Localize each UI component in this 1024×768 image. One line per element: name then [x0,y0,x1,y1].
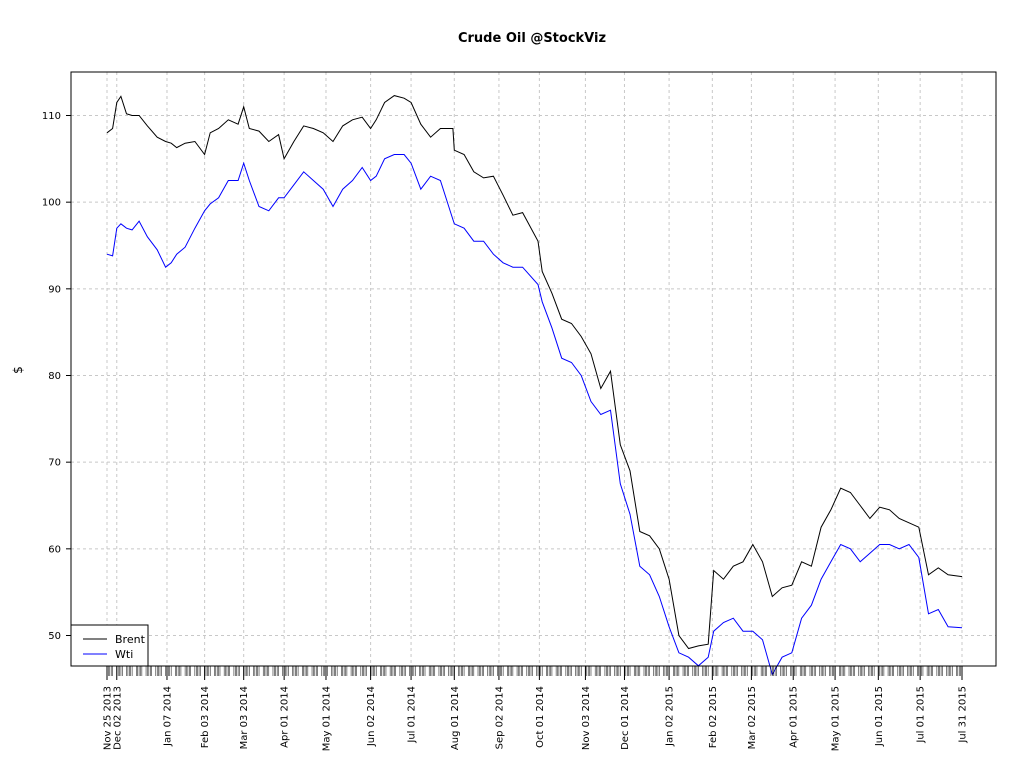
x-tick-label: Jul 01 2015 [916,686,927,744]
x-tick-label: Nov 25 2013 [103,686,114,750]
y-tick-label: 70 [48,458,61,469]
legend-label-brent: Brent [115,633,146,646]
legend-label-wti: Wti [115,648,133,661]
y-tick-label: 60 [48,544,61,555]
x-tick-label: Oct 01 2014 [535,686,546,748]
x-tick-label: Mar 03 2014 [239,686,250,749]
x-tick-label: Dec 02 2013 [112,686,123,750]
y-tick-label: 100 [42,198,61,209]
x-tick-label: Nov 03 2014 [581,686,592,750]
legend-box [70,624,149,667]
x-tick-label: Jun 02 2014 [366,686,377,747]
x-tick-label: Apr 01 2014 [280,686,291,748]
x-tick-label: Jun 01 2015 [874,686,885,747]
y-tick-label: 90 [48,284,61,295]
x-tick-label: Jul 01 2014 [407,686,418,744]
y-axis: 50 60 70 80 90 100 110 [42,111,71,642]
x-tick-label: Dec 01 2014 [620,686,631,750]
x-tick-label: Jul 31 2015 [958,686,969,744]
x-tick-label: Jan 07 2014 [162,686,173,747]
x-tick-label: Feb 02 2015 [708,686,719,748]
series-line-wti [106,154,963,676]
x-tick-label: Jan 02 2015 [665,686,676,747]
y-tick-label: 80 [48,371,61,382]
x-tick-label: Sep 02 2014 [494,686,505,749]
chart-title: Crude Oil @StockViz [458,31,606,46]
x-tick-label: Apr 01 2015 [789,686,800,748]
plot-frame [70,71,997,667]
legend: Brent Wti [70,624,149,667]
y-tick-label: 110 [42,111,61,122]
series-lines [106,95,963,676]
x-tick-label: May 01 2014 [321,686,332,751]
y-tick-label: 50 [48,631,61,642]
x-tick-label: May 01 2015 [831,686,842,751]
y-axis-label: $ [11,366,25,374]
x-tick-label: Mar 02 2015 [747,686,758,749]
grid [71,72,996,666]
x-tick-label: Feb 03 2014 [200,686,211,748]
series-line-brent [106,95,963,650]
x-tick-label: Aug 01 2014 [450,686,461,750]
